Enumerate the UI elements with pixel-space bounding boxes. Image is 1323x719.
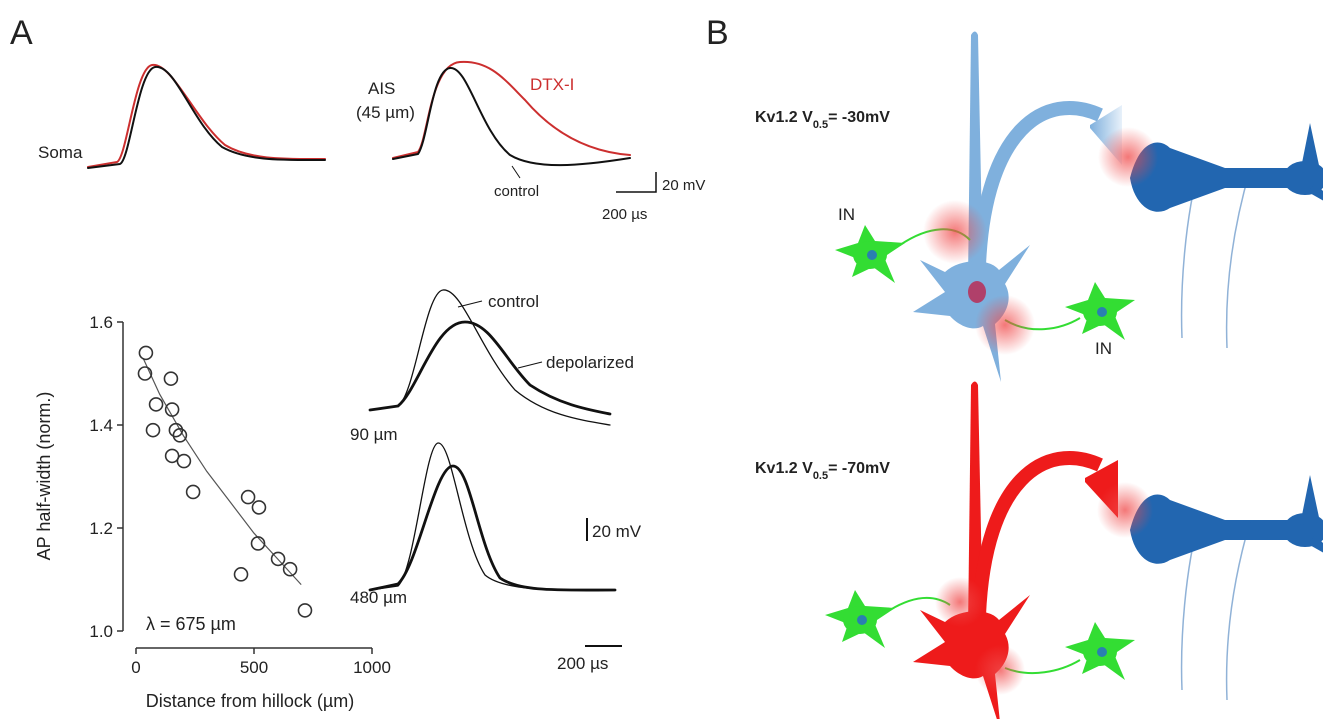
fit-line (142, 357, 302, 586)
data-point (185, 484, 201, 500)
data-point (138, 345, 154, 361)
cell-label: IN (838, 205, 855, 224)
scale-label: 20 mV (592, 522, 642, 541)
y-tick-label: 1.4 (89, 416, 113, 435)
cell-label: IN (1095, 339, 1112, 358)
scale-bar (616, 172, 657, 193)
trace-label: AIS (368, 79, 395, 98)
data-point (176, 453, 192, 469)
label-subscript: 0.5 (813, 470, 828, 482)
data-point (164, 448, 180, 464)
label-subscript: 0.5 (813, 119, 828, 131)
data-point (251, 500, 267, 515)
channel-label: Kv1.2 V0.5= -70mV (755, 460, 890, 482)
data-point (172, 427, 188, 443)
data-point (233, 567, 249, 582)
trace-label: 90 µm (350, 425, 398, 444)
y-axis-label: AP half-width (norm.) (34, 392, 54, 561)
data-point (137, 366, 153, 381)
data-point (282, 561, 298, 577)
trace-label: control (494, 183, 539, 200)
trace-label: 480 µm (350, 588, 407, 607)
data-point (270, 551, 286, 567)
scale-label: 20 mV (662, 177, 705, 194)
label-part: = -30mV (828, 109, 890, 126)
y-tick-label: 1.6 (89, 313, 113, 332)
depolarization-traces (368, 289, 617, 592)
diagram-bottom (825, 382, 1323, 719)
label-part: = -70mV (828, 460, 890, 477)
annotation: λ = 675 µm (146, 614, 236, 634)
trace-label: Soma (38, 143, 83, 162)
x-tick-label: 0 (131, 658, 140, 677)
trace-label: DTX-I (530, 75, 574, 94)
ais-traces (392, 60, 631, 179)
x-tick-label: 1000 (353, 658, 391, 677)
label-part: Kv1.2 V (755, 109, 813, 126)
data-point (148, 397, 164, 412)
panel-label: A (10, 14, 33, 52)
data-point (145, 422, 161, 438)
trace-label: (45 µm) (356, 103, 415, 122)
scale-label: 200 µs (557, 654, 608, 673)
y-tick-label: 1.0 (89, 622, 113, 641)
data-point (250, 536, 266, 551)
channel-label: Kv1.2 V0.5= -30mV (755, 109, 890, 131)
trace-label: control (488, 292, 539, 311)
trace-label: depolarized (546, 353, 634, 372)
data-point (297, 603, 313, 618)
data-point (163, 371, 179, 386)
soma-traces (87, 63, 326, 169)
y-tick-label: 1.2 (89, 519, 113, 538)
label-part: Kv1.2 V (755, 460, 813, 477)
scale-label: 200 µs (602, 206, 647, 223)
panel-label: B (706, 14, 729, 52)
x-tick-label: 500 (240, 658, 268, 677)
data-point (164, 402, 180, 417)
data-point (240, 489, 256, 505)
diagram-top (835, 32, 1323, 383)
x-axis-label: Distance from hillock (µm) (146, 691, 354, 711)
